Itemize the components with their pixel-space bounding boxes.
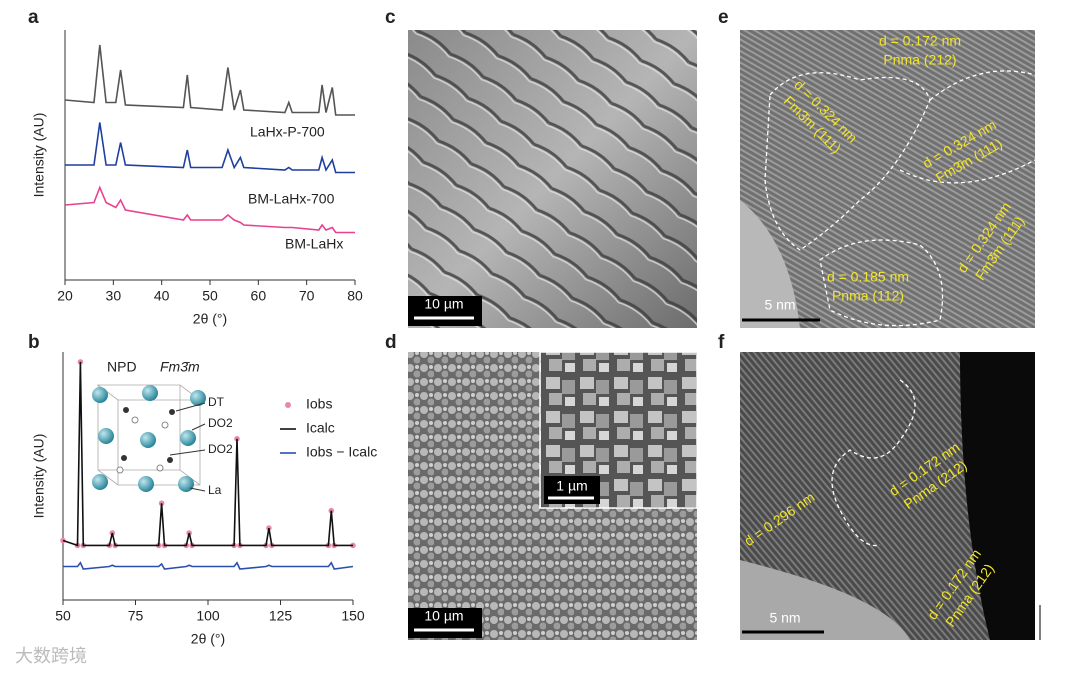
structure-label: DO2 [208, 442, 233, 456]
annotation-line: Pnma (112) [832, 288, 904, 304]
legend-label: Iobs − Icalc [306, 444, 377, 460]
legend-label: Icalc [306, 420, 335, 436]
scale-bar-label: 1 µm [556, 478, 587, 494]
structure-label: DT [208, 395, 225, 409]
x-tick-label: 80 [347, 288, 363, 304]
annotation: NPD [107, 359, 137, 375]
data-point [60, 537, 66, 544]
x-tick-label: 150 [341, 608, 365, 624]
sem-image: 1 µm 10 µm [408, 351, 698, 640]
series-label: LaHx-P-700 [250, 124, 325, 140]
panel-label: b [28, 332, 40, 353]
x-tick-label: 60 [251, 288, 267, 304]
panel-label: a [28, 7, 39, 28]
x-tick-label: 70 [299, 288, 315, 304]
legend-label: Iobs [306, 396, 332, 412]
x-tick-label: 50 [202, 288, 218, 304]
x-tick-label: 20 [57, 288, 73, 304]
y-axis-label: Intensity (AU) [31, 434, 47, 519]
annotation-line: Pnma (212) [883, 52, 956, 68]
data-line [65, 122, 355, 174]
annotation-line: d = 0.172 nm [879, 33, 961, 49]
panel-label: e [718, 7, 729, 28]
annotation: d = 0.172 nm Pnma (212) [879, 33, 961, 68]
scale-bar-label: 5 nm [769, 610, 800, 626]
x-tick-label: 75 [128, 608, 144, 624]
crystal-structure [92, 384, 206, 492]
scale-bar-label: 10 µm [424, 608, 463, 624]
annotation: d = 0.185 nm Pnma (112) [827, 269, 909, 304]
y-axis-label: Intensity (AU) [31, 113, 47, 198]
tem-image [740, 30, 1036, 328]
legend-marker [285, 402, 291, 408]
panel-label: f [718, 332, 725, 353]
data-line [62, 361, 353, 547]
data-line [64, 44, 355, 116]
panel-label: c [385, 7, 396, 28]
watermark: 大数跨境 [15, 646, 87, 666]
data-line [64, 185, 355, 234]
series-label: BM-LaHx [285, 236, 343, 252]
x-tick-label: 100 [196, 608, 220, 624]
x-tick-label: 50 [55, 608, 71, 624]
series-label: BM-LaHx-700 [248, 191, 335, 207]
panel-label: d [385, 332, 397, 353]
x-tick-label: 30 [106, 288, 122, 304]
structure-label: DO2 [208, 416, 233, 430]
x-tick-label: 40 [154, 288, 170, 304]
tem-image [740, 352, 1041, 640]
structure-label: La [208, 483, 222, 497]
scale-bar-label: 10 µm [424, 296, 463, 312]
scale-bar-label: 5 nm [764, 297, 795, 313]
annotation: Fm3̄m [160, 359, 200, 375]
data-line [63, 561, 354, 570]
annotation-line: d = 0.185 nm [827, 269, 909, 285]
x-tick-label: 125 [269, 608, 293, 624]
x-axis-label: 2θ (°) [191, 631, 225, 647]
sem-image: 10 µm [408, 30, 697, 328]
x-axis-label: 2θ (°) [193, 311, 227, 327]
